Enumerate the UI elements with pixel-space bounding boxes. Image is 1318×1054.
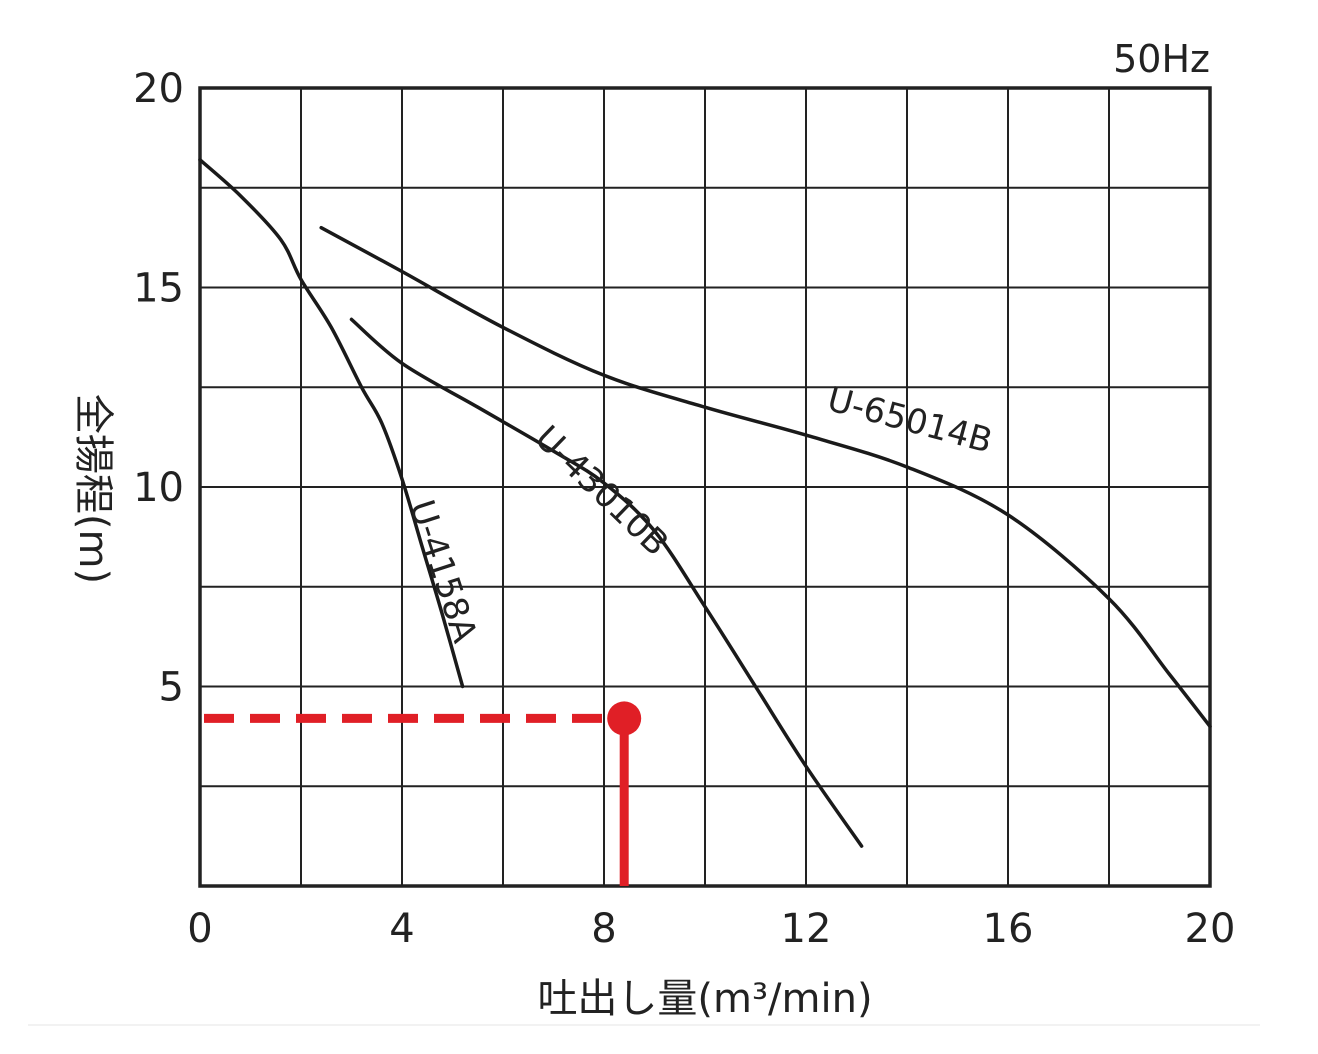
y-tick-label: 20 (133, 66, 184, 112)
x-tick-label: 16 (983, 906, 1034, 952)
series-line-u-65014b (319, 225, 1212, 729)
x-axis-title: 吐出し量(m³/min) (537, 976, 872, 1022)
operating-point-annotation (204, 701, 642, 886)
y-axis-title: 全揚程(m) (70, 394, 116, 584)
series-line-u-43010b (349, 317, 864, 848)
annotation-point-marker (607, 701, 642, 736)
x-tick-label: 4 (389, 906, 414, 952)
plot-frame (198, 86, 1212, 888)
frequency-label: 50Hz (1113, 37, 1210, 81)
tick-labels: 0 4 8 12 16 20 5 10 15 20 (133, 66, 1235, 952)
y-tick-label: 10 (133, 465, 184, 511)
y-tick-label: 5 (159, 665, 184, 711)
x-tick-label: 12 (781, 906, 832, 952)
grid (200, 88, 1210, 886)
x-tick-label: 0 (187, 906, 212, 952)
y-tick-label: 15 (133, 266, 184, 312)
series-line-u-4158a (198, 158, 465, 689)
x-tick-label: 20 (1185, 906, 1236, 952)
x-tick-label: 8 (591, 906, 616, 952)
